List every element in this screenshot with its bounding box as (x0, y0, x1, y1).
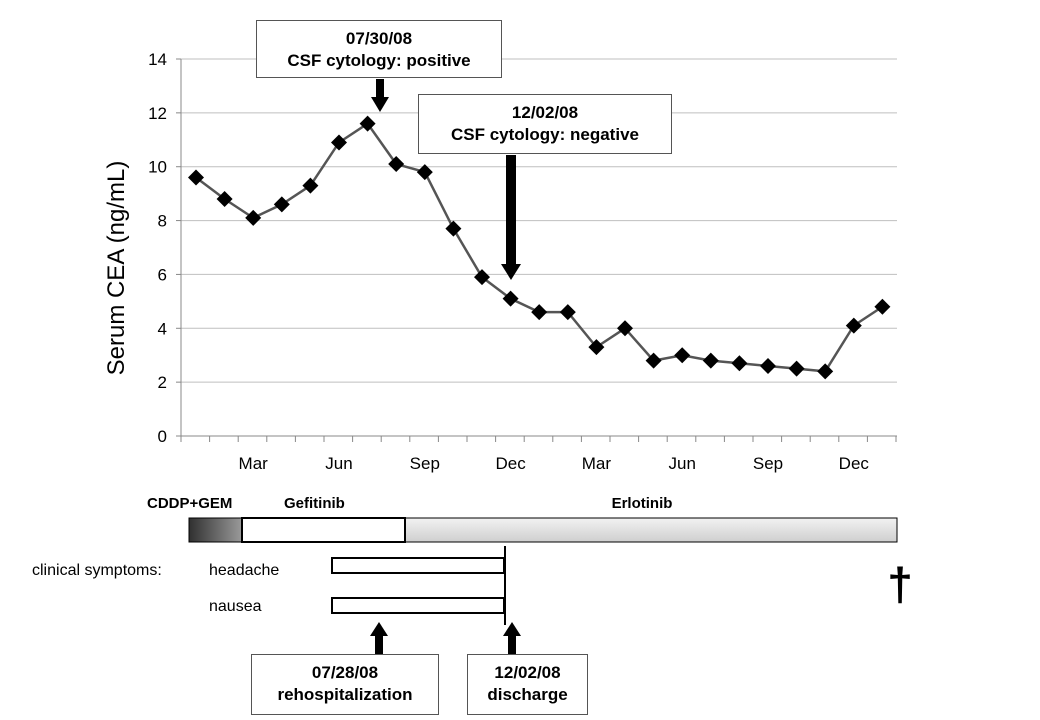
x-tick-label: Dec (495, 454, 526, 473)
rehospitalization-callout: 07/28/08 rehospitalization (251, 654, 439, 715)
csf-negative-date: 12/02/08 (511, 103, 579, 122)
y-tick-labels: 0 2 4 6 8 10 12 14 (148, 50, 167, 446)
data-point (445, 220, 462, 237)
data-point (531, 304, 548, 321)
data-point (559, 304, 576, 321)
cddp-gem-bar (188, 517, 243, 543)
rehospitalization-arrow-shaft (375, 636, 383, 654)
discharge-date: 12/02/08 (494, 663, 561, 682)
nausea-label: nausea (209, 598, 262, 615)
data-point (760, 357, 776, 374)
rehospitalization-date: 07/28/08 (311, 663, 379, 682)
y-tick-label: 6 (158, 265, 167, 284)
nausea-bar (331, 597, 505, 614)
csf-negative-text: CSF cytology: negative (451, 125, 639, 144)
discharge-callout: 12/02/08 discharge (467, 654, 588, 715)
x-tick-label: Mar (582, 454, 612, 473)
discharge-arrow-head (503, 622, 521, 636)
data-point (359, 115, 376, 132)
y-tick-label: 14 (148, 50, 167, 69)
headache-bar (331, 557, 505, 574)
x-tick-label: Sep (753, 454, 783, 473)
x-tick-label: Jun (325, 454, 352, 473)
csf-positive-callout: 07/30/08 CSF cytology: positive (256, 20, 502, 78)
csf-positive-date: 07/30/08 (345, 29, 413, 48)
y-tick-label: 12 (148, 104, 167, 123)
x-tick-label: Jun (668, 454, 695, 473)
data-point (474, 269, 490, 286)
data-point (588, 339, 605, 356)
data-point (188, 169, 204, 186)
data-point (502, 290, 519, 307)
csf-positive-text: CSF cytology: positive (287, 51, 471, 70)
y-axis-label: Serum CEA (ng/mL) (103, 161, 130, 376)
rehospitalization-label: rehospitalization (277, 685, 413, 704)
cddp-gem-label: CDDP+GEM (147, 495, 232, 512)
x-tick-label: Sep (410, 454, 440, 473)
x-tick-labels: Mar Jun Sep Dec Mar Jun Sep Dec (239, 454, 870, 473)
discharge-label: discharge (487, 685, 568, 704)
gefitinib-label: Gefitinib (284, 495, 345, 512)
data-point (731, 355, 748, 372)
erlotinib-bar (404, 517, 898, 543)
data-point (645, 352, 662, 369)
y-tick-label: 2 (158, 373, 167, 392)
csf-positive-arrow-shaft (376, 79, 384, 98)
data-point (845, 317, 862, 334)
clinical-symptoms-label: clinical symptoms: (32, 562, 162, 579)
data-point (817, 363, 834, 380)
data-point (788, 360, 805, 377)
data-point (273, 196, 290, 213)
x-tick-label: Mar (239, 454, 269, 473)
csf-negative-arrow-shaft (506, 155, 516, 265)
y-tick-label: 0 (158, 427, 167, 446)
headache-label: headache (209, 562, 279, 579)
cea-line (195, 121, 884, 373)
rehospitalization-arrow-head (370, 622, 388, 636)
discharge-arrow-shaft (508, 636, 516, 654)
data-point (416, 164, 433, 181)
csf-negative-callout: 12/02/08 CSF cytology: negative (418, 94, 672, 154)
data-point (617, 320, 633, 337)
csf-positive-arrow-head (371, 97, 389, 112)
y-tick-label: 4 (158, 319, 167, 338)
cea-series (188, 115, 891, 380)
erlotinib-label: Erlotinib (612, 495, 673, 512)
data-point (874, 298, 891, 315)
y-tick-label: 8 (158, 212, 167, 231)
annotation-arrows (371, 79, 521, 280)
data-point (302, 177, 319, 194)
axes (176, 58, 897, 442)
data-point (245, 209, 262, 226)
data-point (674, 347, 691, 364)
data-point (388, 156, 405, 173)
data-point (702, 352, 719, 369)
data-point (331, 134, 347, 151)
x-tick-label: Dec (839, 454, 870, 473)
death-dagger: † (887, 558, 913, 610)
y-tick-label: 10 (148, 158, 167, 177)
data-point (216, 191, 233, 208)
gefitinib-bar (241, 517, 406, 543)
csf-negative-arrow-head (501, 264, 521, 280)
